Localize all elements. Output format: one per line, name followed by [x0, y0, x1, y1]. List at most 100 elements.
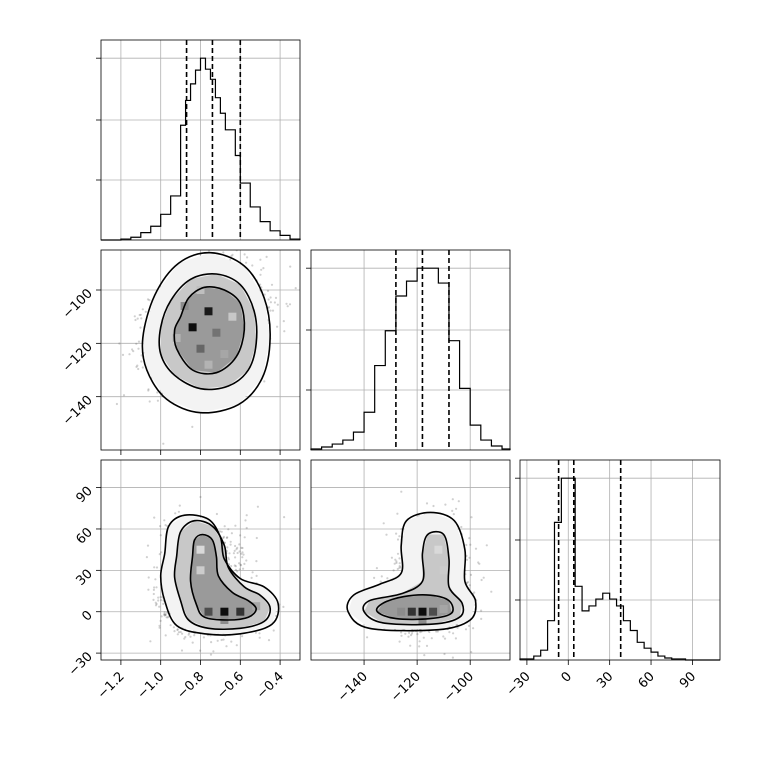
scatter-point [425, 644, 429, 648]
scatter-point [164, 614, 167, 617]
scatter-point [418, 640, 421, 643]
scatter-point [137, 347, 140, 350]
scatter-point [222, 251, 225, 254]
scatter-point [209, 653, 213, 656]
scatter-point [184, 635, 187, 639]
scatter-point [158, 553, 161, 556]
scatter-point [216, 639, 219, 642]
scatter-point [148, 400, 151, 403]
scatter-point [263, 293, 266, 296]
scatter-point [227, 556, 230, 559]
scatter-point [385, 533, 388, 536]
scatter-point [234, 556, 237, 559]
panel-content [311, 460, 510, 664]
scatter-point [158, 626, 161, 629]
histogram-steps [101, 57, 301, 241]
scatter-point [244, 519, 247, 522]
scatter-point [141, 308, 144, 311]
scatter-point [131, 348, 134, 351]
scatter-point [164, 613, 167, 616]
scatter-point [245, 526, 248, 530]
scatter-point [187, 633, 190, 636]
scatter-point [255, 574, 258, 578]
scatter-point [238, 550, 241, 553]
scatter-point [179, 630, 182, 634]
scatter-point [410, 632, 414, 635]
scatter-point [138, 313, 141, 317]
scatter-point [154, 578, 157, 581]
density-cell [196, 344, 205, 353]
scatter-point [245, 559, 248, 562]
scatter-point [468, 584, 471, 587]
scatter-point [236, 546, 239, 550]
scatter-point [234, 524, 237, 527]
scatter-point [250, 576, 253, 580]
scatter-point [135, 342, 138, 345]
scatter-point [259, 273, 262, 276]
y-tick-label: −30 [66, 649, 96, 679]
scatter-point [180, 649, 184, 652]
scatter-point [136, 364, 139, 367]
scatter-point [137, 367, 140, 371]
scatter-point [410, 662, 412, 664]
scatter-point [154, 604, 158, 607]
scatter-point [243, 562, 246, 566]
scatter-point [490, 590, 493, 593]
scatter-point [210, 641, 213, 644]
scatter-point [251, 264, 254, 267]
scatter-point [259, 258, 262, 261]
y-tick-label: 0 [79, 608, 95, 624]
scatter-point [238, 568, 241, 571]
density-cell [212, 328, 221, 337]
x-tick-label: −0.8 [174, 669, 207, 702]
scatter-point [404, 632, 407, 635]
scatter-point [241, 556, 244, 559]
panel-frame [310, 249, 511, 451]
scatter-point [174, 512, 177, 515]
scatter-point [246, 256, 249, 259]
scatter-point [419, 631, 422, 634]
scatter-point [398, 535, 401, 538]
scatter-point [153, 586, 156, 589]
contour-line-3 [141, 251, 271, 414]
density-cell [204, 360, 213, 369]
scatter-point [233, 564, 236, 567]
y-tick-label: 60 [74, 525, 96, 547]
scatter-point [230, 640, 233, 643]
scatter-point [375, 567, 378, 570]
scatter-point [178, 504, 181, 507]
scatter-point [382, 522, 385, 525]
scatter-point [282, 605, 285, 609]
scatter-point [128, 353, 131, 356]
scatter-point [220, 530, 223, 533]
scatter-point [258, 632, 261, 635]
y-tick-label: −140 [60, 393, 96, 429]
scatter-point [166, 616, 169, 619]
scatter-point [122, 394, 126, 397]
scatter-point [398, 640, 401, 643]
scatter-point [418, 645, 421, 648]
x-tick-label: 60 [636, 669, 658, 691]
x-tick-label: −0.6 [214, 669, 247, 702]
scatter-point [191, 641, 194, 644]
scatter-point [220, 638, 223, 642]
scatter-point [159, 525, 162, 528]
x-tick-label: 90 [677, 669, 699, 691]
scatter-point [191, 425, 194, 428]
scatter-point [245, 514, 248, 517]
scatter-point [477, 561, 480, 564]
scatter-point [395, 560, 398, 563]
scatter-point [395, 532, 398, 535]
density-cell [220, 350, 229, 358]
scatter-point [236, 551, 239, 555]
scatter-point [229, 543, 232, 546]
scatter-point [188, 632, 191, 635]
scatter-point [160, 599, 163, 602]
scatter-point [451, 498, 454, 501]
scatter-point [172, 626, 175, 629]
scatter-point [443, 652, 446, 656]
scatter-point [230, 565, 233, 568]
scatter-point [271, 309, 275, 312]
scatter-point [241, 635, 244, 638]
